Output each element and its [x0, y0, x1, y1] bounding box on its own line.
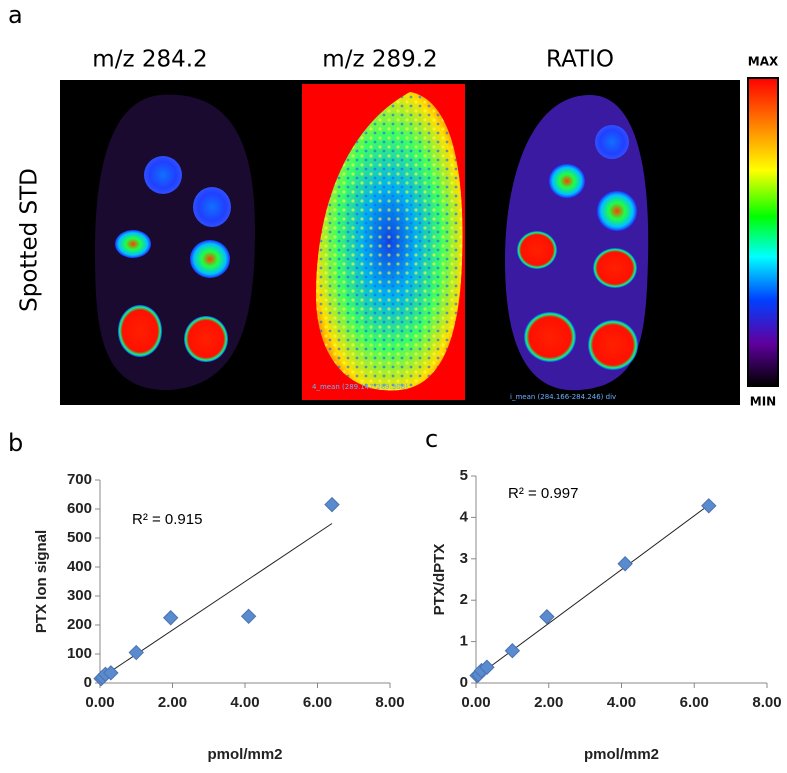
y-axis-label: PTX Ion signal — [33, 530, 50, 633]
x-axis-label: pmol/mm2 — [207, 746, 282, 763]
image-title: RATIO — [546, 47, 614, 73]
y-tick-label: 0 — [84, 674, 92, 691]
x-tick-label: 6.00 — [680, 694, 709, 711]
y-tick-label: 100 — [67, 645, 92, 662]
data-point — [701, 498, 717, 514]
image-caption: 4_mean (289.147-289.308) — [312, 383, 408, 391]
image-caption: i_mean (284.166-284.246) div — [510, 393, 616, 401]
data-point — [324, 496, 340, 513]
r-squared: R² = 0.997 — [508, 485, 578, 502]
data-point — [240, 608, 257, 625]
y-tick-label: 0 — [460, 674, 468, 691]
x-tick-label: 0.00 — [461, 694, 490, 711]
x-tick-label: 4.00 — [607, 694, 636, 711]
y-tick-label: 1 — [460, 633, 468, 650]
row-label: Spotted STD — [17, 168, 43, 312]
y-tick-label: 3 — [460, 550, 468, 567]
image-title: m/z 284.2 — [92, 47, 207, 73]
data-point — [128, 644, 144, 661]
data-point — [103, 665, 119, 681]
y-tick-label: 5 — [460, 467, 468, 484]
y-tick-label: 400 — [67, 558, 92, 575]
y-tick-label: 500 — [67, 529, 92, 546]
x-tick-label: 8.00 — [752, 694, 781, 711]
data-point — [162, 610, 179, 626]
data-point — [617, 556, 633, 572]
x-axis-label: pmol/mm2 — [584, 746, 659, 763]
y-tick-label: 300 — [67, 587, 92, 604]
panel-label: a — [8, 1, 23, 29]
x-tick-label: 4.00 — [230, 694, 259, 711]
y-axis-label: PTX/dPTX — [431, 544, 448, 616]
panel-label: b — [8, 429, 23, 457]
x-tick-label: 2.00 — [158, 694, 187, 711]
y-tick-label: 4 — [460, 508, 469, 525]
x-tick-label: 2.00 — [534, 694, 563, 711]
image-title: m/z 289.2 — [322, 47, 437, 73]
x-tick-label: 0.00 — [85, 694, 114, 711]
data-point — [479, 659, 495, 675]
ms-images: 4_mean (289.147-289.308) i_mean (284.166… — [60, 77, 779, 405]
x-tick-label: 6.00 — [303, 694, 332, 711]
y-tick-label: 200 — [67, 616, 92, 633]
data-point — [504, 643, 521, 659]
colorbar-max: MAX — [748, 55, 779, 69]
y-tick-label: 700 — [67, 471, 92, 488]
data-point — [539, 609, 555, 625]
y-tick-label: 2 — [460, 591, 468, 608]
r-squared: R² = 0.915 — [132, 511, 202, 528]
panel-label: c — [425, 425, 438, 453]
colorbar-min: MIN — [750, 395, 776, 409]
x-tick-label: 8.00 — [375, 694, 404, 711]
y-tick-label: 600 — [67, 500, 92, 517]
